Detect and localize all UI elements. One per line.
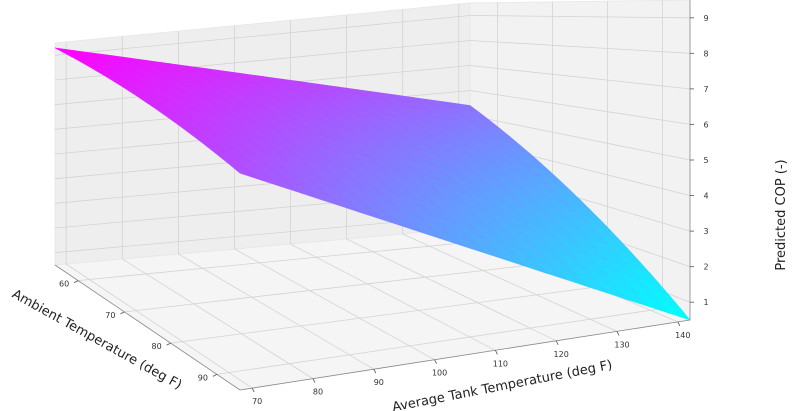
z-gridline-right [469,15,691,19]
z-tick-label: 9 [703,14,708,23]
z-tick-label: 5 [703,156,708,165]
y-tick-label: 110 [493,359,508,368]
y-tick-mark [555,340,559,345]
y-tick-mark [312,378,316,383]
surface-patch [231,165,261,181]
y-tick-mark [434,359,437,364]
x-tick-mark [166,342,171,346]
x-axis-line [54,264,241,391]
z-tick-label: 2 [703,263,708,272]
y-tick-label: 90 [374,378,384,387]
y-tick-label: 100 [432,369,447,378]
y-tick-mark [373,369,377,374]
y-gridline-floor [65,263,253,389]
y-tick-label: 80 [313,388,323,397]
x-tick-label: 70 [105,311,115,320]
y-tick-label: 70 [252,397,262,406]
z-gridline-back [54,15,471,56]
y-tick-mark [251,387,255,393]
x-gridline-floor [124,262,553,313]
z-tick-label: 7 [703,85,708,94]
z-gridline-right [469,115,691,161]
y-gridline-floor [346,238,557,342]
y-tick-mark [677,321,681,327]
y-tick-mark [495,350,498,355]
y-gridline-floor [122,258,314,379]
y-tick-label: 140 [675,331,690,340]
x-tick-label: 80 [152,342,162,351]
z-tick-label: 6 [703,120,708,129]
z-tick-label: 3 [703,227,708,236]
z-gridline-right [469,90,691,125]
z-gridline-right [469,40,691,54]
y-gridline-floor [178,253,375,370]
y-gridline-floor [402,233,618,332]
x-tick-mark [120,311,125,315]
y-tick-label: 120 [554,350,569,359]
x-gridline-floor [78,239,498,281]
z-axis-ticks: 1 2 3 4 5 6 7 8 9 [690,14,709,307]
z-tick-label: 8 [703,49,708,58]
z-gridline-right [469,65,691,90]
x-axis-ticks: 60 70 80 90 [59,280,218,382]
x-gridline-floor [216,308,663,375]
x-gridline-floor [170,285,608,344]
x-tick-label: 90 [198,373,208,382]
z-axis-label: Predicted COP (-) [774,159,789,270]
y-gridline-floor [290,243,496,351]
z-tick-label: 4 [703,192,708,201]
y-tick-label: 130 [614,340,629,349]
x-tick-mark [212,374,218,377]
cop-surface [54,47,691,321]
y-axis-ticks: 70 80 90 100 110 120 130 140 [251,321,690,406]
y-tick-mark [616,331,620,336]
y-axis-line [239,319,691,391]
y-gridline-floor [234,248,435,361]
z-tick-label: 1 [703,298,708,307]
x-tick-mark [73,280,79,283]
x-tick-label: 60 [59,280,69,289]
